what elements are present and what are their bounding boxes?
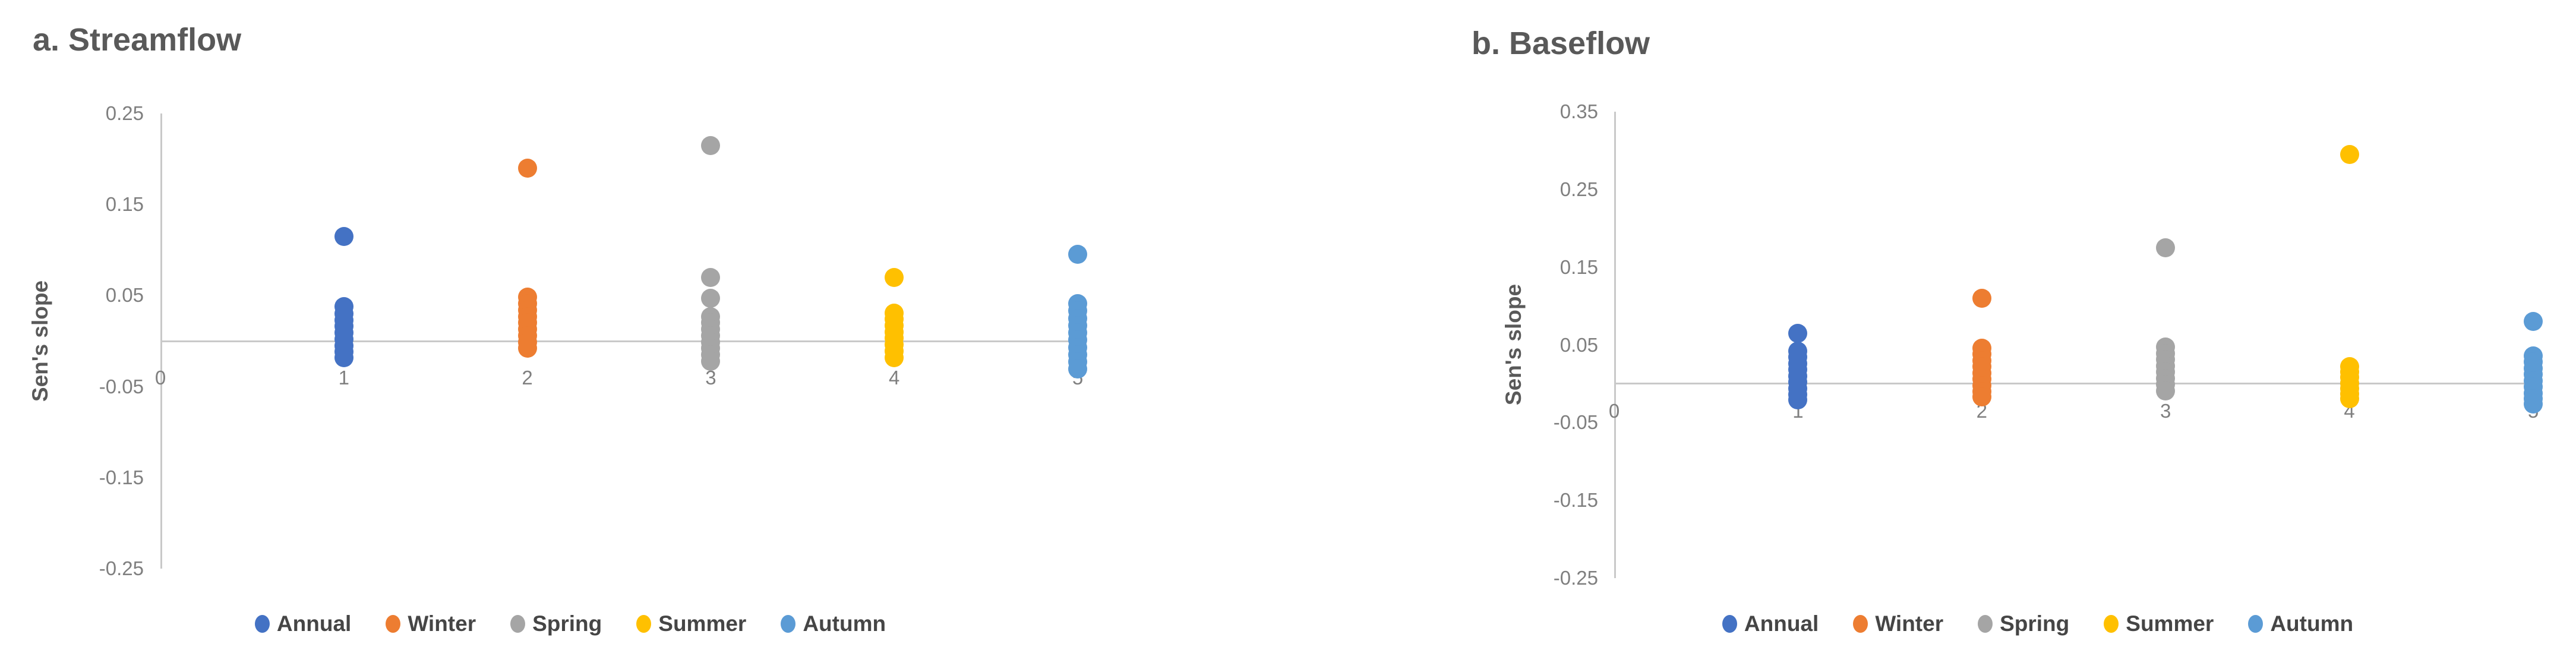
x-tick-label: 2 [522,367,533,389]
y-tick-label: -0.15 [1553,489,1598,512]
y-tick-label: 0.05 [105,284,144,307]
legend-item-winter: Winter [1853,611,1943,636]
legend-label: Summer [658,611,747,636]
y-tick-label: 0.15 [1560,255,1598,278]
data-point-spring [701,135,721,155]
x-tick-label: 1 [338,367,349,389]
legend-dot-icon [2104,615,2119,633]
legend-label: Spring [2000,611,2070,636]
legend-dot-icon [1722,615,1737,633]
legend-dot-icon [1978,615,1993,633]
data-point-spring [2156,381,2176,400]
panel-a-title: a. Streamflow [33,22,242,58]
data-point-winter [517,158,537,178]
data-point-summer [2340,389,2359,408]
legend-label: Autumn [2270,611,2354,636]
y-tick-label: 0.25 [105,102,144,124]
y-axis-title-streamflow: Sen's slope [28,280,52,402]
data-point-winter [1972,289,1991,308]
y-tick-label: -0.25 [99,557,144,579]
legend-dot-icon [254,615,270,633]
legend-baseflow: Annual Winter Spring Summer Autumn [1568,607,2507,641]
legend-label: Annual [1744,611,1819,636]
legend-label: Summer [2126,611,2214,636]
data-point-annual [1788,390,1808,410]
legend-item-annual: Annual [1722,611,1819,636]
legend-label: Winter [408,611,476,636]
data-point-summer [885,348,904,367]
x-tick-label: 3 [705,367,716,389]
legend-dot-icon [1853,615,1868,633]
y-tick-label: 0.15 [105,193,144,216]
data-point-annual [1788,323,1808,343]
x-axis-line [1614,383,2533,385]
y-tick-label: 0.25 [1560,178,1598,200]
legend-item-autumn: Autumn [781,611,886,636]
data-point-spring [701,267,721,287]
legend-dot-icon [510,615,526,633]
y-tick-label: -0.05 [99,375,144,397]
legend-label: Annual [276,611,352,636]
data-point-winter [1972,387,1991,407]
y-tick-label: -0.25 [1553,567,1598,589]
legend-dot-icon [636,615,652,633]
x-axis-line [160,340,1078,342]
y-tick-label: -0.15 [99,466,144,488]
x-tick-label: 0 [1608,400,1620,422]
data-point-annual [334,226,353,246]
legend-dot-icon [2248,615,2264,633]
legend-dot-icon [386,615,401,633]
data-point-autumn [1068,359,1087,379]
panel-b-title: b. Baseflow [1472,26,1650,61]
x-tick-label: 3 [2160,400,2171,422]
data-point-autumn [2524,394,2543,414]
legend-item-spring: Spring [510,611,602,636]
legend-item-annual: Annual [254,611,352,636]
data-point-winter [517,339,537,358]
x-tick-label: 0 [154,367,166,389]
y-tick-label: 0.35 [1560,100,1598,122]
legend-streamflow: Annual Winter Spring Summer Autumn [101,607,1040,641]
legend-item-summer: Summer [636,611,746,636]
legend-item-winter: Winter [386,611,476,636]
legend-dot-icon [781,615,796,633]
legend-label: Autumn [803,611,886,636]
legend-label: Winter [1875,611,1944,636]
x-tick-label: 4 [889,367,900,389]
y-tick-label: -0.05 [1553,411,1598,434]
data-point-spring [701,351,721,371]
y-tick-label: 0.05 [1560,333,1598,356]
legend-item-autumn: Autumn [2248,611,2353,636]
data-point-summer [2340,144,2359,164]
y-axis-line [1614,112,1616,578]
data-point-spring [2156,238,2176,257]
data-point-autumn [1068,245,1087,264]
data-point-annual [334,348,353,367]
data-point-autumn [2524,312,2543,332]
legend-item-spring: Spring [1978,611,2069,636]
legend-item-summer: Summer [2104,611,2214,636]
data-point-summer [885,267,904,287]
data-point-spring [701,288,721,308]
legend-label: Spring [532,611,602,636]
